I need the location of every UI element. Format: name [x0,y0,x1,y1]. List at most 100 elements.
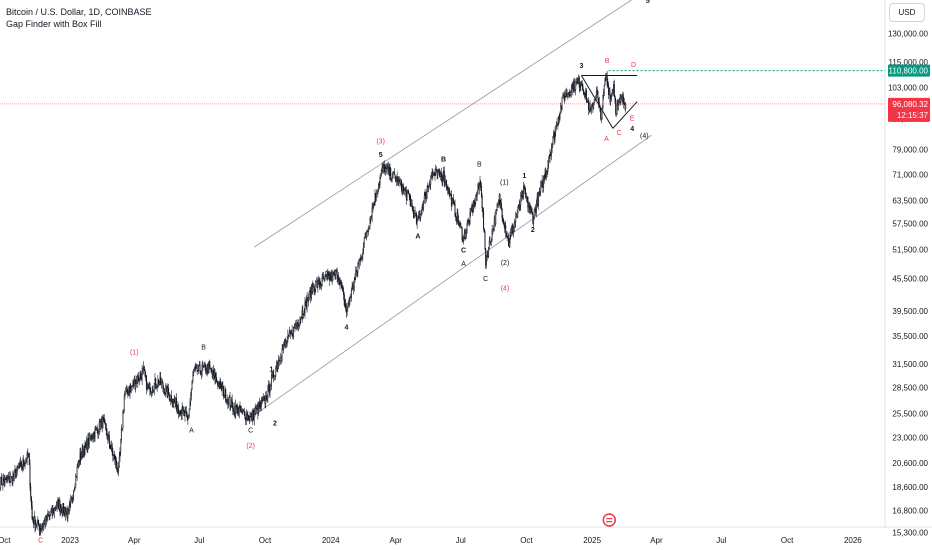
indicator-title[interactable]: Gap Finder with Box Fill [6,19,102,29]
candle-body [568,92,570,95]
candle-body [548,158,550,162]
candle-body [322,276,324,278]
channel-upper-line[interactable] [254,0,632,248]
candle-body [402,186,404,194]
candle-body [196,365,198,372]
wave-label[interactable]: 4 [630,126,634,133]
candle-body [535,209,537,214]
candle-body [78,459,80,467]
price-axis-label: 35,500.00 [892,332,928,341]
time-axis-label: 2025 [583,536,601,545]
candle-body [303,313,305,316]
wave-label[interactable]: 3 [579,63,583,70]
price-axis-label: 39,500.00 [892,307,928,316]
candle-body [269,389,271,393]
candle-body [282,348,284,350]
candle-body [537,197,539,206]
candle-body [484,232,486,250]
candle-body [255,408,257,410]
wave-label[interactable]: (4) [640,133,649,140]
wave-label[interactable]: B [201,345,206,352]
wave-label[interactable]: (4) [501,285,510,292]
wave-label[interactable]: D [631,62,636,69]
wave-label[interactable]: (3) [376,139,385,146]
candle-body [415,213,417,216]
time-axis-label: Apr [128,536,141,545]
candle-body [251,413,253,420]
candle-body [503,223,505,228]
candle-body [470,208,472,211]
event-flag-icon[interactable] [602,513,617,527]
candle-body [138,375,140,381]
channel-lower-line[interactable] [254,134,652,416]
wave-label[interactable]: (1) [500,180,509,187]
candle-body [54,507,56,510]
candle-body [15,471,17,478]
wave-label[interactable]: 3 [325,271,329,278]
candle-body [367,231,369,233]
candle-body [595,90,597,98]
candle-body [602,94,604,109]
candle-body [354,277,356,280]
candle-body [388,167,390,176]
wave-label[interactable]: C [461,248,466,255]
candle-body [545,170,547,178]
wave-label[interactable]: 5 [646,0,650,5]
wave-label[interactable]: (2) [246,443,255,450]
wave-label[interactable]: A [189,427,194,434]
wave-label[interactable]: E [630,115,635,122]
candle-body [173,398,175,402]
candle-body [386,166,388,169]
wave-label[interactable]: C [38,538,43,545]
wave-label[interactable]: 1 [522,173,526,180]
candle-body [426,187,428,195]
wave-label[interactable]: 1 [269,367,273,374]
wave-label[interactable]: C [248,427,253,434]
resistance-price-tag[interactable] [888,64,930,77]
wave-label[interactable]: 2 [273,421,277,428]
candle-body [13,469,15,477]
wave-label[interactable]: A [604,136,609,143]
symbol-title[interactable]: Bitcoin / U.S. Dollar, 1D, COINBASE [6,7,152,17]
currency-button[interactable]: USD [889,3,925,22]
candle-body [573,80,575,91]
candle-body [575,81,577,90]
candle-body [578,77,580,88]
candle-body [382,167,384,169]
wave-label[interactable]: C [483,276,488,283]
candle-body [317,279,319,288]
wave-label[interactable]: 5 [379,152,383,159]
candle-body [239,405,241,409]
triangle-bottom-line[interactable] [612,101,638,129]
candle-body [591,104,593,106]
candle-body [457,212,459,221]
candle-body [421,207,423,210]
candle-body [63,508,65,514]
wave-label[interactable]: 2 [531,227,535,234]
wave-label[interactable]: A [415,233,420,240]
candle-body [240,405,242,412]
candle-body [520,195,522,206]
candle-body [600,110,602,119]
candle-body [99,421,101,430]
candle-body [624,104,626,110]
wave-label[interactable]: B [605,58,610,65]
wave-label[interactable]: B [477,161,482,168]
candle-body [156,385,158,388]
candle-body [202,364,204,367]
wave-label[interactable]: C [617,130,622,137]
last-price-tag[interactable] [888,97,930,122]
wave-label[interactable]: (1) [130,350,139,357]
candle-body [175,397,177,404]
candle-body [218,382,220,389]
candle-body [343,290,345,296]
wave-label[interactable]: (2) [501,260,510,267]
wave-label[interactable]: 4 [344,325,348,332]
candle-body [570,92,572,96]
wave-label[interactable]: B [441,157,446,164]
candle-body [526,196,528,199]
wave-label[interactable]: A [461,261,466,268]
triangle-left-line[interactable] [580,75,614,129]
candle-body [504,225,506,228]
